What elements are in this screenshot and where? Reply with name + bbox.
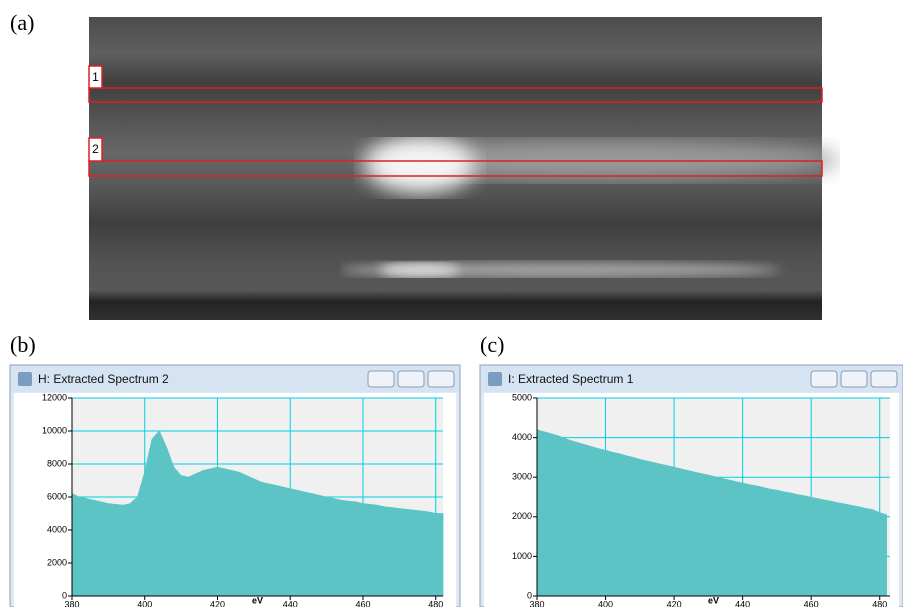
spectrum-area bbox=[536, 429, 887, 597]
roi-box bbox=[88, 160, 823, 177]
window-button-max[interactable] bbox=[840, 370, 868, 388]
x-tick-label: 460 bbox=[355, 599, 370, 607]
y-tick-label: 1000 bbox=[512, 551, 532, 561]
y-tick-label: 4000 bbox=[47, 524, 67, 534]
roi-label: 2 bbox=[92, 142, 99, 156]
window-title: H: Extracted Spectrum 2 bbox=[38, 372, 169, 386]
x-axis-label: eV bbox=[252, 595, 263, 605]
x-tick-label: 420 bbox=[210, 599, 225, 607]
window-title: I: Extracted Spectrum 1 bbox=[508, 372, 634, 386]
panel-label: (c) bbox=[480, 332, 504, 357]
spectrum-area bbox=[71, 430, 444, 597]
x-tick-label: 440 bbox=[735, 599, 750, 607]
window-button-max[interactable] bbox=[397, 370, 425, 388]
roi-label: 1 bbox=[92, 70, 99, 84]
x-tick-label: 420 bbox=[667, 599, 682, 607]
y-tick-label: 0 bbox=[62, 590, 67, 600]
window-icon bbox=[488, 372, 502, 386]
y-tick-label: 3000 bbox=[512, 472, 532, 482]
x-tick-label: 400 bbox=[598, 599, 613, 607]
y-tick-label: 4000 bbox=[512, 432, 532, 442]
bright-spot bbox=[365, 137, 475, 193]
window-button-min[interactable] bbox=[810, 370, 838, 388]
y-tick-label: 6000 bbox=[47, 491, 67, 501]
y-tick-label: 12000 bbox=[42, 392, 67, 402]
roi-tag bbox=[88, 137, 103, 162]
roi-box bbox=[88, 87, 823, 103]
x-tick-label: 460 bbox=[804, 599, 819, 607]
x-tick-label: 380 bbox=[529, 599, 544, 607]
roi-tag bbox=[88, 65, 103, 89]
x-tick-label: 400 bbox=[137, 599, 152, 607]
window-button-min[interactable] bbox=[367, 370, 395, 388]
window-button-close[interactable] bbox=[427, 370, 455, 388]
y-tick-label: 2000 bbox=[47, 557, 67, 567]
window-icon bbox=[18, 372, 32, 386]
y-tick-label: 5000 bbox=[512, 392, 532, 402]
x-tick-label: 440 bbox=[283, 599, 298, 607]
x-tick-label: 480 bbox=[872, 599, 887, 607]
streak bbox=[380, 263, 460, 277]
x-axis-label: eV bbox=[708, 595, 719, 605]
y-tick-label: 0 bbox=[527, 590, 532, 600]
image-panel: 1 2 bbox=[88, 17, 840, 320]
streak bbox=[360, 140, 840, 180]
panel-label: (b) bbox=[10, 332, 36, 357]
x-tick-label: 380 bbox=[64, 599, 79, 607]
y-tick-label: 2000 bbox=[512, 511, 532, 521]
x-tick-label: 480 bbox=[428, 599, 443, 607]
y-tick-label: 8000 bbox=[47, 458, 67, 468]
window-button-close[interactable] bbox=[870, 370, 898, 388]
y-tick-label: 10000 bbox=[42, 425, 67, 435]
panel-label: (a) bbox=[10, 10, 34, 35]
